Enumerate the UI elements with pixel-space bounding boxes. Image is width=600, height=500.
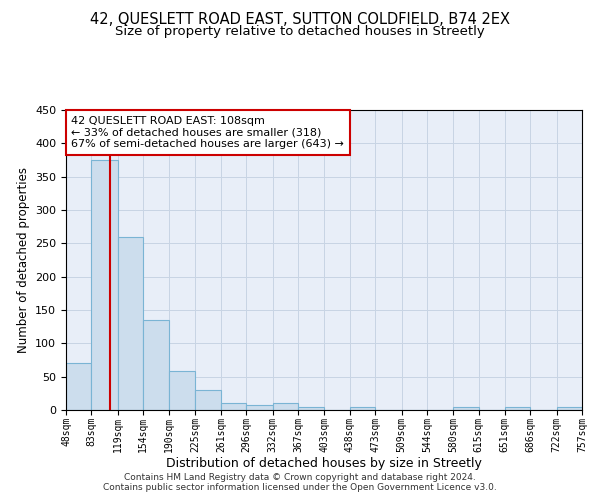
- Bar: [195, 390, 221, 410]
- Bar: [505, 406, 530, 410]
- Text: Contains HM Land Registry data © Crown copyright and database right 2024.
Contai: Contains HM Land Registry data © Crown c…: [103, 473, 497, 492]
- Y-axis label: Number of detached properties: Number of detached properties: [17, 167, 29, 353]
- Bar: [169, 372, 195, 410]
- Bar: [66, 364, 91, 410]
- Text: Size of property relative to detached houses in Streetly: Size of property relative to detached ho…: [115, 25, 485, 38]
- Bar: [350, 406, 376, 410]
- Bar: [143, 320, 169, 410]
- Text: 42 QUESLETT ROAD EAST: 108sqm
← 33% of detached houses are smaller (318)
67% of : 42 QUESLETT ROAD EAST: 108sqm ← 33% of d…: [71, 116, 344, 149]
- Bar: [247, 404, 272, 410]
- Text: 42, QUESLETT ROAD EAST, SUTTON COLDFIELD, B74 2EX: 42, QUESLETT ROAD EAST, SUTTON COLDFIELD…: [90, 12, 510, 28]
- Bar: [298, 406, 325, 410]
- Bar: [118, 236, 143, 410]
- Bar: [272, 404, 298, 410]
- X-axis label: Distribution of detached houses by size in Streetly: Distribution of detached houses by size …: [166, 457, 482, 470]
- Bar: [91, 160, 118, 410]
- Bar: [557, 406, 582, 410]
- Bar: [221, 404, 247, 410]
- Bar: [453, 406, 479, 410]
